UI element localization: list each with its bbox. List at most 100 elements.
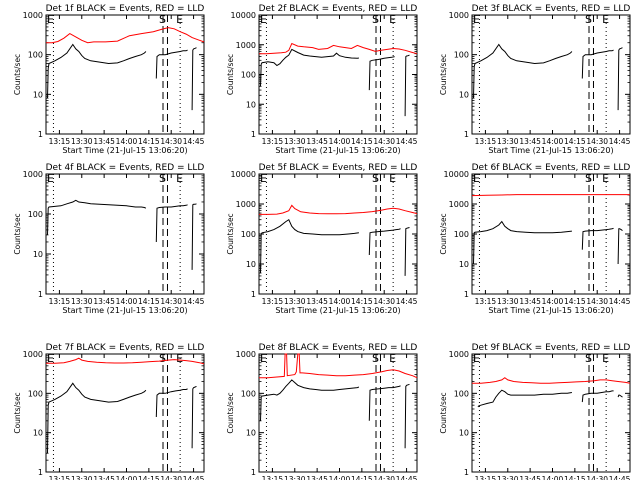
x-tick-label: 14:30 xyxy=(160,137,182,146)
x-tick-label: 14:30 xyxy=(373,297,395,306)
series-line-lld xyxy=(46,357,205,365)
y-tick-label: 10 xyxy=(459,90,469,99)
y-axis-label: Counts/sec xyxy=(439,392,448,433)
x-tick-label: 14:45 xyxy=(396,297,418,306)
series-line-events xyxy=(617,47,623,111)
marker-label-left: E xyxy=(47,13,54,26)
plot-panel-8: Det 8f BLACK = Events, RED = LLD 1 10 100 10… xyxy=(226,343,418,480)
marker-label-right: E xyxy=(389,352,396,365)
y-tick-label: 1 xyxy=(464,130,469,139)
plot-frame xyxy=(471,14,631,135)
y-tick-label: 100 xyxy=(454,51,469,60)
series-line-lld xyxy=(471,194,630,197)
x-tick-label: 14:15 xyxy=(564,137,586,146)
marker-label-left: E xyxy=(260,352,267,365)
y-axis-label: Counts/sec xyxy=(439,213,448,254)
x-tick-label: 14:00 xyxy=(329,137,351,146)
plot-frame xyxy=(45,14,205,135)
marker-label-right: E xyxy=(389,172,396,185)
marker-label-right: E xyxy=(389,13,396,26)
x-tick-label: 14:45 xyxy=(609,475,631,480)
panel-title: Det 7f BLACK = Events, RED = LLD xyxy=(46,343,205,353)
y-axis-label: Counts/sec xyxy=(226,392,235,433)
y-axis-label: Counts/sec xyxy=(226,213,235,254)
series-line-events xyxy=(477,389,572,408)
series-line-events xyxy=(473,220,572,265)
marker-label-right: E xyxy=(176,172,183,185)
x-tick-label: 14:45 xyxy=(183,475,205,480)
x-tick-label: 13:30 xyxy=(497,475,519,480)
x-tick-label: 14:15 xyxy=(351,137,373,146)
y-tick-label: 1000 xyxy=(449,11,469,20)
x-tick-label: 13:15 xyxy=(262,137,284,146)
x-tick-label: 14:45 xyxy=(609,297,631,306)
x-tick-label: 14:30 xyxy=(160,297,182,306)
series-line-events xyxy=(191,385,197,449)
plot-frame xyxy=(471,353,631,473)
x-axis-label: Start Time (21-Jul-15 13:06:20) xyxy=(488,306,613,315)
y-tick-label: 100 xyxy=(241,230,256,239)
y-tick-label: 10 xyxy=(33,90,43,99)
x-tick-label: 13:45 xyxy=(93,475,115,480)
x-axis-label: Start Time (21-Jul-15 13:06:20) xyxy=(488,146,613,155)
x-tick-label: 14:30 xyxy=(373,137,395,146)
x-tick-label: 13:45 xyxy=(519,475,541,480)
x-tick-label: 14:15 xyxy=(138,475,160,480)
x-tick-label: 14:00 xyxy=(542,297,564,306)
x-axis-label: Start Time (21-Jul-15 13:06:20) xyxy=(275,146,400,155)
y-tick-label: 10 xyxy=(459,429,469,438)
x-tick-label: 14:15 xyxy=(564,475,586,480)
marker-label-middle: S xyxy=(585,172,592,185)
x-tick-label: 14:30 xyxy=(373,475,395,480)
y-tick-label: 100 xyxy=(241,389,256,398)
x-tick-label: 14:15 xyxy=(351,297,373,306)
x-tick-label: 14:45 xyxy=(396,137,418,146)
x-tick-label: 14:00 xyxy=(116,475,138,480)
x-tick-label: 13:15 xyxy=(49,297,71,306)
x-tick-label: 13:45 xyxy=(306,137,328,146)
series-line-lld xyxy=(472,377,631,384)
x-tick-label: 14:00 xyxy=(542,137,564,146)
y-tick-label: 1 xyxy=(38,468,43,477)
x-tick-label: 14:30 xyxy=(586,475,608,480)
series-line-events xyxy=(473,43,573,99)
series-line-events xyxy=(155,49,188,79)
x-axis-label: Start Time (21-Jul-15 13:06:20) xyxy=(275,306,400,315)
series-line-events xyxy=(47,43,147,99)
y-axis-label: Counts/sec xyxy=(439,54,448,95)
y-tick-label: 10 xyxy=(246,100,256,109)
x-tick-label: 13:30 xyxy=(284,297,306,306)
series-line-events xyxy=(368,56,395,91)
marker-label-middle: S xyxy=(159,13,166,26)
y-axis-label: Counts/sec xyxy=(13,392,22,433)
x-tick-label: 13:45 xyxy=(306,475,328,480)
series-line-events xyxy=(617,228,623,265)
series-line-events xyxy=(260,48,359,87)
panel-title: Det 9f BLACK = Events, RED = LLD xyxy=(472,343,631,353)
marker-label-middle: S xyxy=(585,352,592,365)
x-tick-label: 13:15 xyxy=(475,475,497,480)
y-tick-label: 1 xyxy=(38,130,43,139)
series-line-events xyxy=(191,203,197,270)
x-tick-label: 14:15 xyxy=(564,297,586,306)
x-tick-label: 14:30 xyxy=(586,297,608,306)
plot-panel-2: Det 2f BLACK = Events, RED = LLD 1 10 100 10… xyxy=(226,4,418,155)
plot-frame xyxy=(45,173,205,295)
series-line-events xyxy=(260,218,359,274)
series-line-events xyxy=(581,227,614,250)
x-tick-label: 13:30 xyxy=(284,475,306,480)
marker-label-middle: S xyxy=(372,172,379,185)
series-line-events xyxy=(47,382,147,454)
panel-title: Det 6f BLACK = Events, RED = LLD xyxy=(472,163,631,173)
series-line-events xyxy=(581,49,614,79)
series-line-lld xyxy=(46,27,205,44)
marker-label-left: E xyxy=(47,352,54,365)
x-axis-label: Start Time (21-Jul-15 13:06:20) xyxy=(62,146,187,155)
y-tick-label: 10000 xyxy=(231,170,256,179)
y-tick-label: 100 xyxy=(454,389,469,398)
series-line-events xyxy=(581,390,614,403)
series-line-events xyxy=(404,383,410,449)
x-tick-label: 13:15 xyxy=(475,297,497,306)
y-tick-label: 1 xyxy=(464,468,469,477)
